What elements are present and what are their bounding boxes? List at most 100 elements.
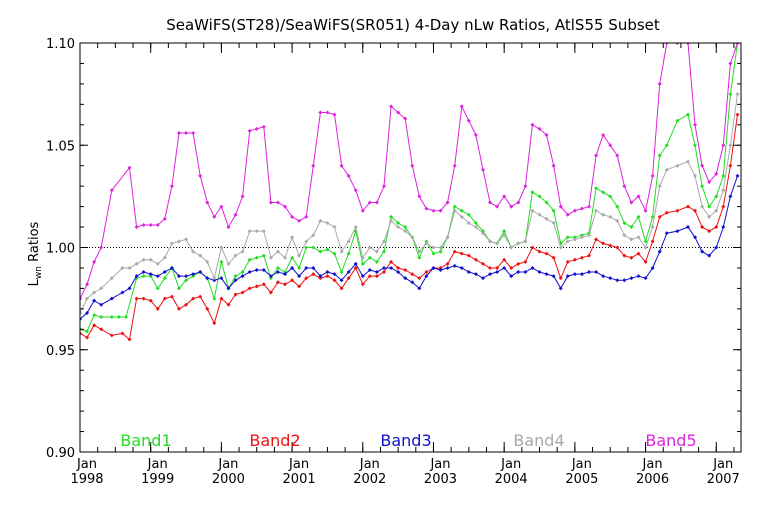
data-point-band1-81	[657, 153, 662, 158]
data-point-band2-15	[191, 296, 196, 301]
data-point-band4-49	[431, 245, 436, 250]
data-point-band5-2	[92, 259, 97, 264]
data-point-band2-10	[155, 306, 160, 311]
data-point-band4-70	[579, 235, 584, 240]
data-point-band4-78	[636, 235, 641, 240]
data-point-band2-89	[721, 204, 726, 209]
data-point-band1-24	[254, 255, 259, 260]
data-point-band4-56	[480, 231, 485, 236]
data-point-band1-83	[675, 118, 680, 123]
legend-item-band5: Band5	[645, 431, 696, 450]
x-tick-month-3: Jan	[288, 457, 309, 472]
data-point-band3-91	[735, 173, 740, 178]
data-point-band3-52	[452, 263, 457, 268]
data-point-band2-51	[445, 261, 450, 266]
data-point-band4-51	[445, 235, 450, 240]
x-tick-year-6: 2004	[495, 472, 528, 487]
legend-item-band3: Band3	[380, 431, 431, 450]
data-point-band4-77	[629, 237, 634, 242]
data-point-band1-69	[572, 235, 577, 240]
data-point-band2-6	[127, 337, 132, 342]
data-point-band1-33	[318, 249, 323, 254]
data-point-band4-88	[714, 208, 719, 213]
data-point-band4-11	[162, 255, 167, 260]
data-point-band4-2	[92, 290, 97, 295]
data-point-band4-33	[318, 218, 323, 223]
data-point-band2-47	[417, 276, 422, 281]
data-point-band2-33	[318, 276, 323, 281]
data-point-band3-64	[537, 270, 542, 275]
data-point-band2-67	[558, 276, 563, 281]
y-tick-label-3: 1.05	[46, 139, 75, 154]
data-point-band4-37	[346, 239, 351, 244]
data-point-band4-72	[594, 208, 599, 213]
data-point-band4-91	[735, 92, 740, 97]
data-point-band2-77	[629, 255, 634, 260]
data-point-band4-89	[721, 188, 726, 193]
data-point-band4-16	[198, 253, 203, 258]
data-point-band4-8	[141, 257, 146, 262]
data-point-band5-84	[693, 122, 698, 127]
data-point-band3-70	[579, 272, 584, 277]
data-point-band3-10	[155, 274, 160, 279]
data-point-band2-57	[488, 265, 493, 270]
data-point-band3-56	[480, 276, 485, 281]
data-point-band2-9	[148, 298, 153, 303]
data-point-band3-2	[92, 298, 97, 303]
series-band3	[80, 173, 740, 322]
data-point-band2-74	[608, 243, 613, 248]
data-point-band2-72	[594, 237, 599, 242]
data-point-band1-89	[721, 173, 726, 178]
data-point-band3-74	[608, 276, 613, 281]
data-point-band5-14	[191, 130, 196, 135]
data-point-band2-8	[141, 296, 146, 301]
data-point-band3-9	[148, 272, 153, 277]
data-point-band3-31	[304, 265, 309, 270]
data-point-band3-61	[516, 270, 521, 275]
data-point-band5-43	[396, 110, 401, 115]
data-point-band3-5	[120, 290, 125, 295]
data-point-band4-40	[367, 245, 372, 250]
data-point-band2-14	[184, 302, 189, 307]
data-point-band4-66	[551, 220, 556, 225]
data-point-band2-63	[530, 245, 535, 250]
data-point-band1-55	[473, 220, 478, 225]
data-point-band1-42	[381, 249, 386, 254]
data-point-band2-32	[311, 272, 316, 277]
data-point-band2-81	[657, 214, 662, 219]
data-point-band5-27	[283, 204, 288, 209]
data-point-band4-90	[728, 143, 733, 148]
data-point-band5-66	[558, 204, 563, 209]
data-point-band5-70	[587, 204, 592, 209]
data-point-band4-15	[191, 249, 196, 254]
data-point-band1-37	[346, 251, 351, 256]
data-point-band5-32	[318, 110, 323, 115]
data-point-band2-46	[410, 272, 415, 277]
data-point-band4-28	[283, 255, 288, 260]
series-band1	[80, 43, 740, 334]
data-point-band4-41	[374, 249, 379, 254]
data-point-band5-65	[551, 163, 556, 168]
data-point-band2-37	[346, 276, 351, 281]
data-point-band5-40	[374, 200, 379, 205]
data-point-band4-17	[205, 259, 210, 264]
data-point-band3-13	[176, 274, 181, 279]
data-point-band5-21	[240, 194, 245, 199]
y-axis-label-main: L	[27, 278, 42, 286]
data-point-band3-73	[601, 274, 606, 279]
data-point-band3-55	[473, 272, 478, 277]
data-point-band1-35	[332, 251, 337, 256]
data-point-band3-81	[657, 249, 662, 254]
x-tick-month-0: Jan	[76, 457, 97, 472]
data-point-band5-30	[304, 214, 309, 219]
data-point-band5-24	[261, 124, 266, 129]
data-point-band1-87	[707, 204, 712, 209]
data-point-band1-31	[304, 245, 309, 250]
data-point-band2-17	[205, 306, 210, 311]
data-point-band4-31	[304, 239, 309, 244]
data-point-band4-43	[389, 218, 394, 223]
data-point-band2-59	[502, 257, 507, 262]
data-point-band3-54	[466, 270, 471, 275]
data-point-band3-48	[424, 274, 429, 279]
x-tick-month-5: Jan	[429, 457, 450, 472]
